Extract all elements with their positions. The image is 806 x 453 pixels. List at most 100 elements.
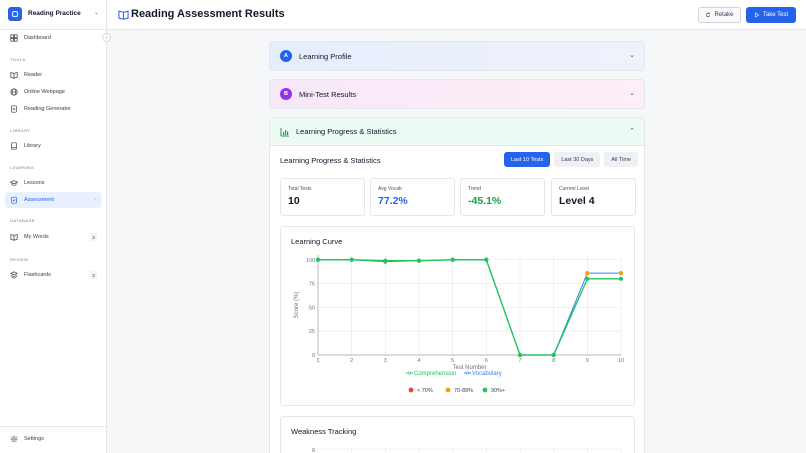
- sidebar-item-reader[interactable]: Reader: [5, 67, 102, 83]
- play-icon: [755, 12, 760, 18]
- chevron-up-icon[interactable]: ⌃: [629, 128, 635, 135]
- section-title: Mini-Test Results: [299, 89, 357, 99]
- weakness-chart: 8: [312, 448, 622, 453]
- learning-profile-section: A Learning Profile ⌄: [269, 41, 645, 71]
- sidebar-item-label: Online Webpage: [24, 89, 65, 95]
- data-point-comprehension: [585, 276, 590, 281]
- legend-marker: [408, 371, 412, 375]
- take-test-button[interactable]: Take Test: [746, 7, 796, 23]
- tab-last-30-days[interactable]: Last 30 Days: [554, 152, 601, 167]
- chevron-down-icon[interactable]: ⌄: [629, 52, 635, 59]
- book-open-icon: [118, 10, 129, 20]
- app-logo-icon: [8, 6, 22, 21]
- data-point-comprehension: [349, 257, 354, 262]
- section-title: Learning Profile: [299, 51, 352, 61]
- x-axis-label: Test Number: [452, 365, 486, 371]
- learning-profile-header[interactable]: A Learning Profile ⌄: [270, 42, 644, 70]
- learning-curve-chart: 0 25 50 75 100 1 2 3 4 5 6 7 8 9 10 Score (%) Test Numbe…: [294, 255, 624, 394]
- sidebar-item-label: Assessment: [24, 197, 54, 203]
- sidebar-item-label: Reader: [24, 72, 43, 78]
- mini-test-section: B Mini-Test Results ⌄: [269, 79, 645, 109]
- section-label-library: LIBRARY: [10, 128, 31, 133]
- dashboard-icon: [10, 34, 18, 42]
- retake-button[interactable]: Retake: [698, 7, 741, 23]
- sidebar-item-settings[interactable]: Settings: [5, 431, 102, 447]
- stat-value: 10: [288, 195, 300, 207]
- legend-label: Comprehension: [414, 371, 456, 377]
- range-tabs: Last 10 Tests Last 30 Days All Time: [500, 152, 638, 167]
- library-icon: [11, 142, 17, 150]
- sidebar-item-label: My Words: [24, 234, 49, 240]
- y-tick-label: 75: [309, 282, 315, 288]
- y-tick-label: 0: [312, 353, 315, 359]
- y-axis-label: Score (%): [294, 292, 300, 319]
- app-switcher[interactable]: Reading Practice ⌄: [8, 5, 103, 22]
- x-tick-label: 9: [586, 358, 589, 364]
- tab-all-time[interactable]: All Time: [604, 152, 638, 167]
- weakness-tracking-card: Weakness Tracking 8: [280, 416, 635, 453]
- y-tick-label: 50: [309, 305, 315, 311]
- x-tick-label: 8: [552, 358, 555, 364]
- clipboard-check-icon: [11, 196, 17, 204]
- sidebar-item-my-words[interactable]: My Words 3: [5, 229, 102, 245]
- main-content: A Learning Profile ⌄ B Mini-Test Results…: [108, 31, 806, 453]
- progress-header[interactable]: Learning Progress & Statistics ⌃: [270, 118, 644, 146]
- stat-label: Avg Vocab: [378, 186, 402, 192]
- bar-chart-icon: [280, 127, 289, 136]
- sidebar-item-flashcards[interactable]: Flashcards 3: [5, 267, 102, 283]
- section-label-database: DATABASE: [10, 218, 35, 223]
- chevron-right-icon: ›: [94, 197, 96, 203]
- chevron-down-icon: ⌄: [93, 10, 99, 16]
- section-label-learning: LEARNING: [10, 165, 35, 170]
- progress-section: Learning Progress & Statistics ⌃ Learnin…: [269, 117, 645, 453]
- sidebar-item-label: Settings: [24, 436, 44, 442]
- data-point-comprehension: [315, 257, 321, 262]
- stats-title: Learning Progress & Statistics: [280, 156, 381, 165]
- data-point-comprehension: [517, 352, 523, 358]
- sidebar-item-label: Library: [24, 143, 41, 149]
- x-tick-label: 3: [384, 358, 387, 364]
- sidebar-item-library[interactable]: Library: [5, 138, 102, 154]
- divider: [0, 426, 107, 427]
- stat-card-avg-vocab: Avg Vocab 77.2%: [370, 178, 455, 216]
- score-legend-dot: [482, 387, 488, 393]
- page-header: Reading Assessment Results Retake Take T…: [108, 0, 806, 30]
- x-tick-label: 10: [618, 358, 624, 364]
- collapse-sidebar-button[interactable]: ‹: [102, 33, 111, 42]
- chevron-down-icon[interactable]: ⌄: [629, 90, 635, 97]
- x-tick-label: 7: [518, 358, 521, 364]
- book-icon: [10, 234, 18, 241]
- divider: [0, 29, 107, 30]
- chart-title: Weakness Tracking: [291, 427, 357, 436]
- section-letter-badge: B: [280, 88, 292, 100]
- data-point-comprehension: [383, 258, 388, 263]
- retake-label: Retake: [714, 12, 734, 18]
- score-legend-label: 90%+: [491, 388, 505, 394]
- take-test-label: Take Test: [762, 12, 789, 18]
- count-badge: 3: [90, 233, 97, 241]
- sidebar-item-label: Flashcards: [24, 272, 51, 278]
- sidebar-item-label: Lessons: [24, 180, 45, 186]
- data-point-comprehension: [618, 276, 624, 281]
- sidebar-item-assessment[interactable]: Assessment ›: [5, 192, 102, 208]
- document-icon: [11, 105, 17, 113]
- score-legend-label: 70-89%: [454, 388, 473, 394]
- sidebar-item-online-webpage[interactable]: Online Webpage: [5, 84, 102, 100]
- chart-title: Learning Curve: [291, 237, 343, 246]
- stat-value: Level 4: [559, 195, 595, 207]
- sidebar-item-dashboard[interactable]: Dashboard: [5, 30, 102, 46]
- app-name: Reading Practice: [28, 10, 81, 17]
- data-point-comprehension: [484, 257, 489, 262]
- sidebar-item-label: Dashboard: [24, 35, 51, 41]
- section-label-review: REVIEW: [10, 257, 29, 262]
- sidebar: Reading Practice ⌄ ‹ Dashboard TOOLS Rea…: [0, 0, 111, 453]
- stat-label: Total Tests: [288, 186, 312, 192]
- graduation-cap-icon: [10, 180, 18, 186]
- mini-test-header[interactable]: B Mini-Test Results ⌄: [270, 80, 644, 108]
- sidebar-item-lessons[interactable]: Lessons: [5, 175, 102, 191]
- sidebar-item-reading-generator[interactable]: Reading Generator: [5, 101, 102, 117]
- y-tick-label: 25: [309, 329, 315, 335]
- tab-last-10-tests[interactable]: Last 10 Tests: [504, 152, 551, 167]
- stat-label: Current Level: [559, 186, 590, 192]
- score-legend-dot: [445, 387, 451, 393]
